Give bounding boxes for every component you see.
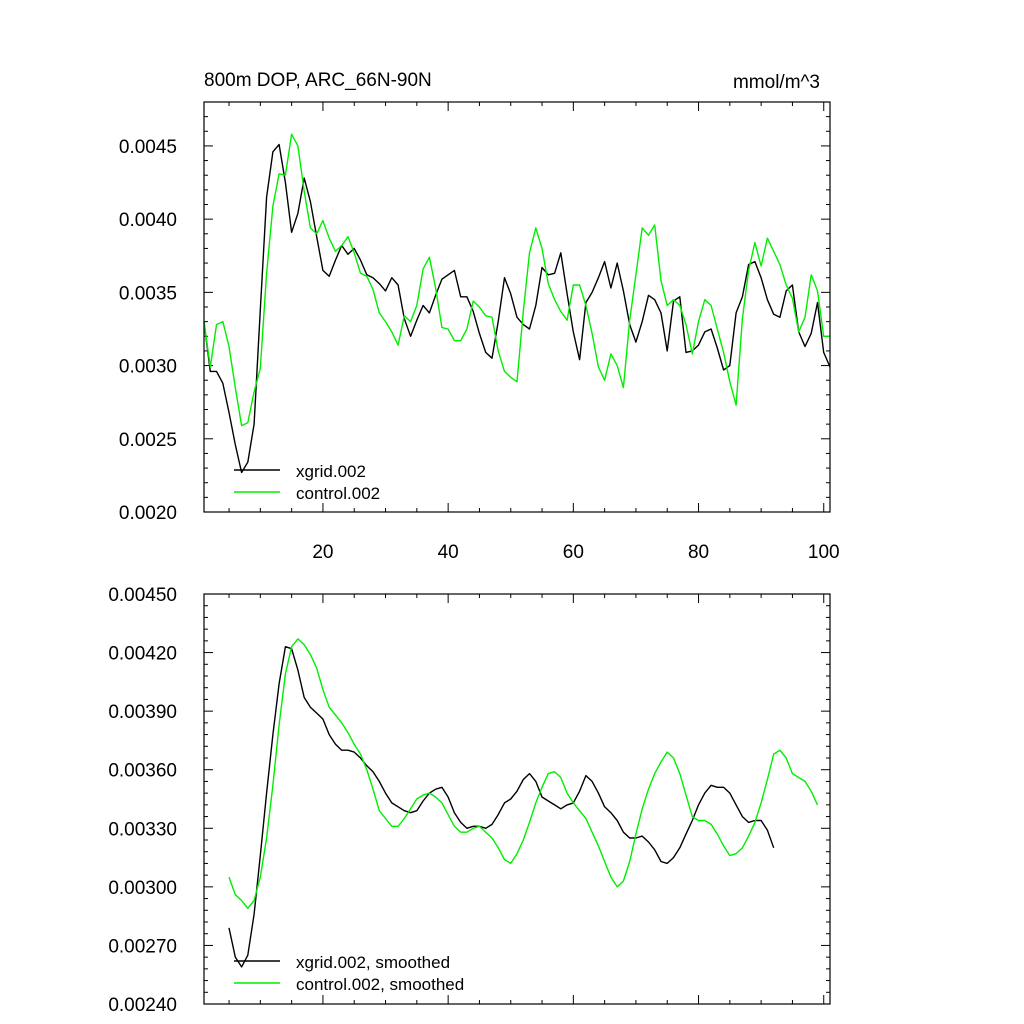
top-x-tick-label: 40	[438, 542, 459, 563]
legend-label-control: control.002	[296, 484, 380, 503]
top-legend: xgrid.002 control.002	[234, 462, 380, 503]
top-x-tick-label: 100	[808, 542, 840, 563]
top-series-line-xgrid	[203, 143, 831, 474]
legend-label-xgrid-smoothed: xgrid.002, smoothed	[296, 953, 450, 972]
top-y-tick-label: 0.0035	[119, 283, 177, 304]
bottom-legend: xgrid.002, smoothed control.002, smoothe…	[234, 953, 464, 994]
top-y-tick-label: 0.0025	[119, 430, 177, 451]
bottom-y-tick-label: 0.00330	[108, 819, 177, 840]
top-chart-units: mmol/m^3	[733, 72, 820, 93]
top-x-tick-label: 60	[563, 542, 584, 563]
bottom-plot-frame	[203, 593, 831, 1005]
top-series-line-control	[203, 133, 830, 427]
bottom-y-tick-label: 0.00300	[108, 878, 177, 899]
top-plot-frame	[203, 101, 831, 513]
top-x-tick-label: 80	[688, 542, 709, 563]
top-y-tick-label: 0.0045	[119, 137, 177, 158]
bottom-y-tick-label: 0.00270	[108, 936, 177, 957]
bottom-y-tick-label: 0.00390	[108, 702, 177, 723]
bottom-y-tick-label: 0.00420	[108, 644, 177, 665]
top-x-tick-label: 20	[312, 542, 333, 563]
bottom-y-tick-label: 0.00450	[108, 585, 177, 606]
top-y-tick-label: 0.0030	[119, 357, 177, 378]
bottom-series-line-control	[228, 638, 819, 909]
legend-label-xgrid: xgrid.002	[296, 462, 366, 481]
legend-label-control-smoothed: control.002, smoothed	[296, 975, 464, 994]
bottom-series-line-xgrid	[228, 646, 775, 968]
top-y-tick-label: 0.0040	[119, 210, 177, 231]
top-panel: 20 40 60 80 100 0.0020 0.0025 0.0030 0.0035 0.004…	[119, 70, 840, 563]
bottom-panel: 0.00240 0.00270 0.00300 0.00330 0.00360 0.003…	[108, 585, 831, 1016]
bottom-y-tick-label: 0.00240	[108, 995, 177, 1016]
top-chart-title: 800m DOP, ARC_66N-90N	[204, 70, 432, 91]
bottom-y-tick-label: 0.00360	[108, 761, 177, 782]
top-y-tick-label: 0.0020	[119, 503, 177, 524]
